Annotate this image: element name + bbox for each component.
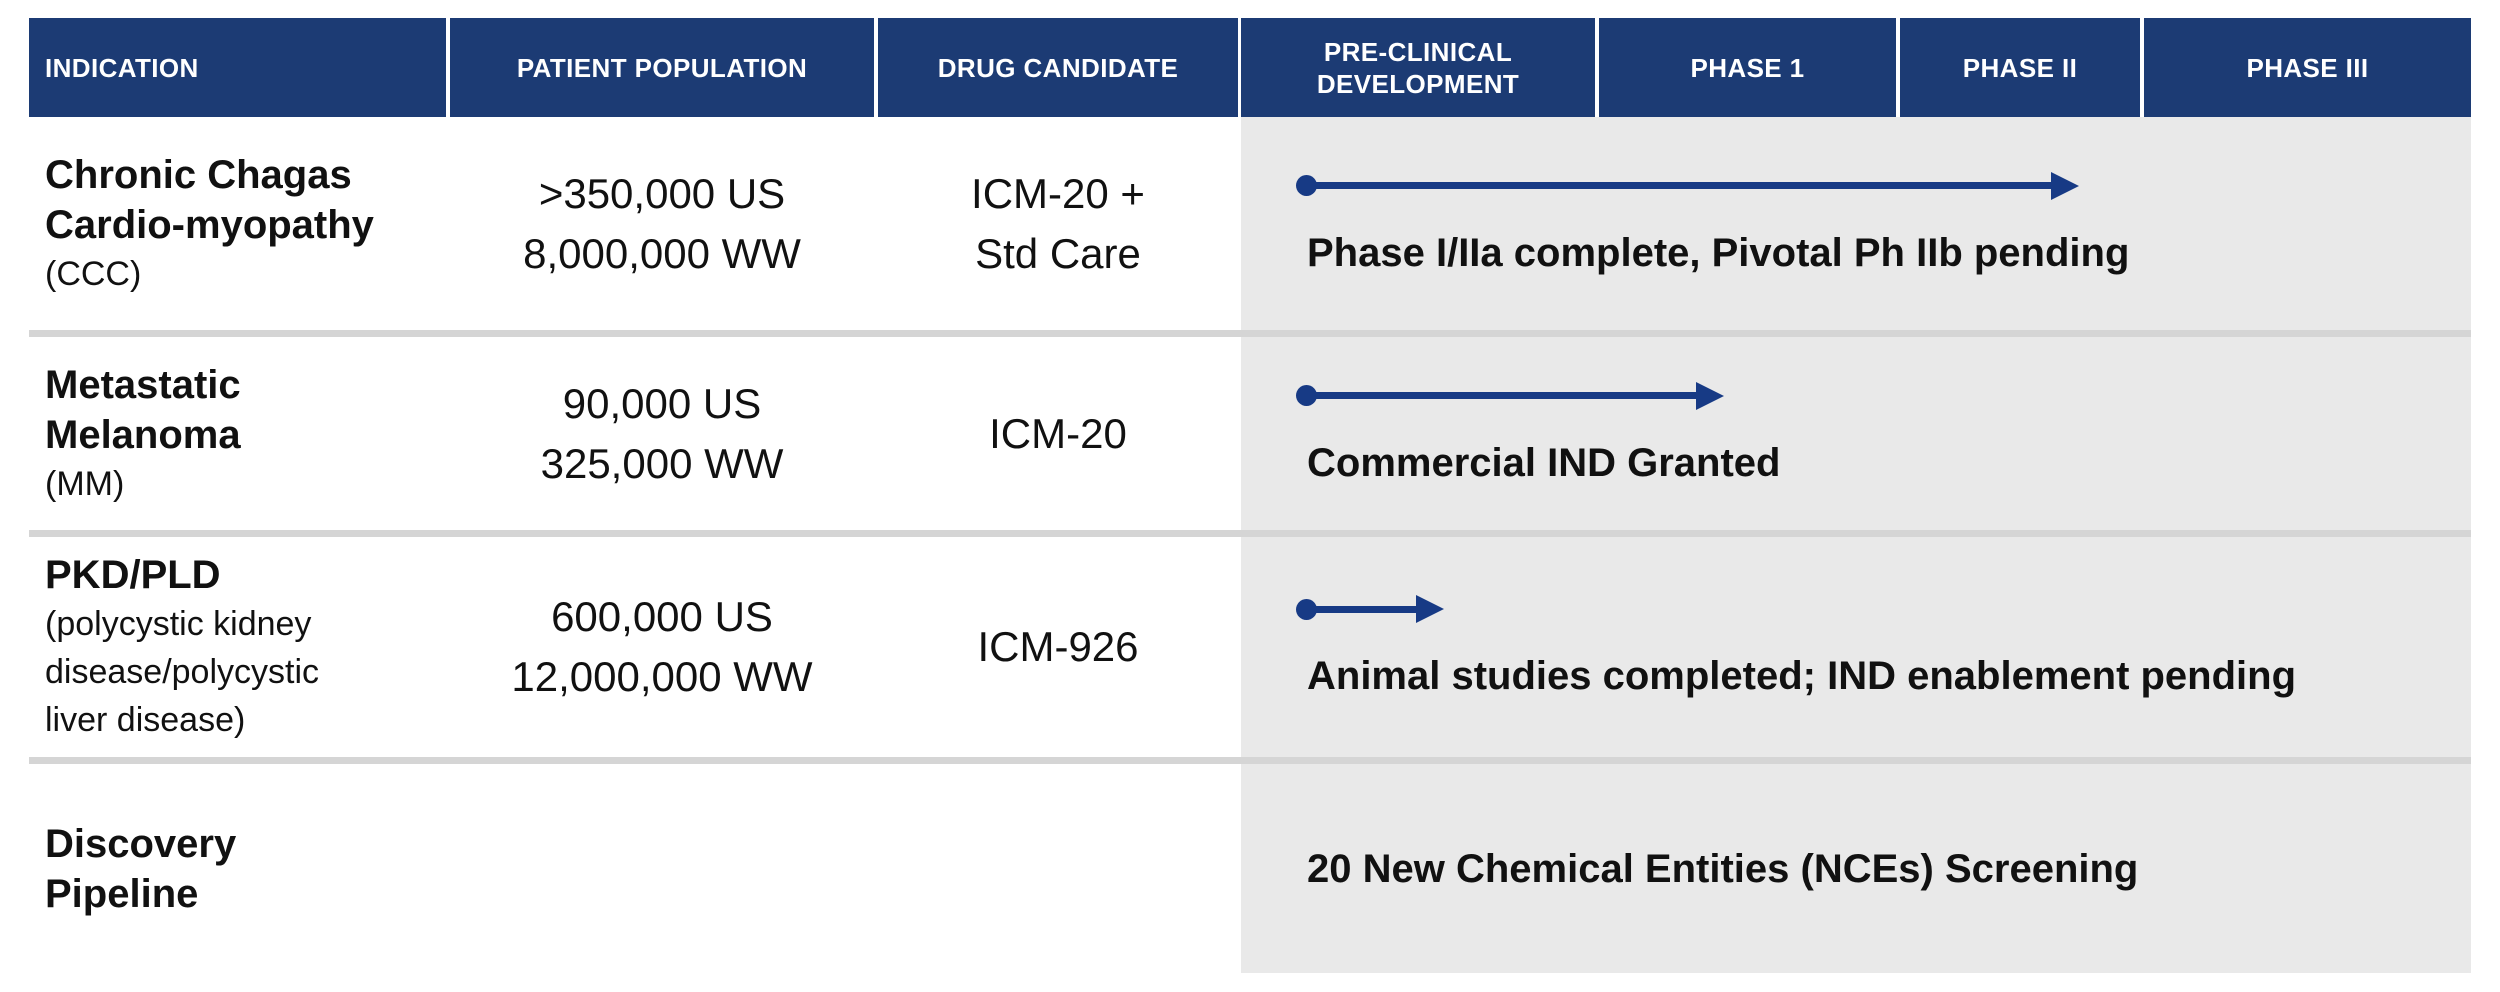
column-header-label: PATIENT POPULATION xyxy=(516,52,808,83)
timeline-cell: Commercial IND Granted xyxy=(1241,337,2471,530)
indication-description: disease/polycystic xyxy=(45,653,320,691)
population-ww: 8,000,000 WW xyxy=(523,229,801,277)
row-divider xyxy=(29,530,2471,537)
arrowhead-icon xyxy=(1696,381,1724,410)
progress-arrow xyxy=(1296,381,1724,410)
arrow-shaft xyxy=(1314,392,1696,399)
drug-candidate-cell: ICM-926 xyxy=(878,537,1238,757)
arrowhead-icon xyxy=(2051,171,2079,200)
timeline-status: Commercial IND Granted xyxy=(1307,440,1781,485)
drug-candidate-name: ICM-20 + xyxy=(971,169,1145,217)
timeline-status: Phase I/IIa complete, Pivotal Ph IIb pen… xyxy=(1307,230,2130,275)
drug-candidate-cell: ICM-20 + Std Care xyxy=(878,117,1238,330)
timeline-cell: Animal studies completed; IND enablement… xyxy=(1241,537,2471,757)
clinical-stage-panel xyxy=(1241,117,2471,973)
indication-description: liver disease) xyxy=(45,701,246,739)
indication-cell-mm: Metastatic Melanoma (MM) xyxy=(29,337,446,530)
drug-candidate-name: Std Care xyxy=(975,229,1141,277)
column-header-label: PHASE 1 xyxy=(1690,52,1805,83)
column-header-indication: INDICATION xyxy=(29,18,446,117)
indication-title: PKD/PLD xyxy=(45,553,221,597)
drug-candidate-name: ICM-20 xyxy=(989,409,1127,457)
population-ww: 12,000,000 WW xyxy=(511,653,813,700)
arrow-start-dot-icon xyxy=(1296,385,1317,406)
patient-population-cell: >350,000 US 8,000,000 WW xyxy=(450,117,874,330)
timeline-cell: Phase I/IIa complete, Pivotal Ph IIb pen… xyxy=(1241,117,2471,330)
drug-candidate-name: ICM-926 xyxy=(977,623,1139,670)
timeline-cell: 20 New Chemical Entities (NCEs) Screenin… xyxy=(1241,764,2471,973)
patient-population-cell: 90,000 US 325,000 WW xyxy=(450,337,874,530)
column-header-label: INDICATION xyxy=(45,52,199,83)
column-header-phase2: PHASE II xyxy=(1900,18,2140,117)
column-header-label: PHASE II xyxy=(1962,52,2078,83)
indication-title: Metastatic xyxy=(45,362,241,407)
timeline-status: 20 New Chemical Entities (NCEs) Screenin… xyxy=(1307,846,2139,891)
indication-abbreviation: (MM) xyxy=(45,464,125,503)
population-us: 600,000 US xyxy=(551,593,773,640)
column-header-phase3: PHASE III xyxy=(2144,18,2471,117)
indication-cell-ccc: Chronic Chagas Cardio-myopathy (CCC) xyxy=(29,117,446,330)
indication-title: Pipeline xyxy=(45,871,199,916)
timeline-status: Animal studies completed; IND enablement… xyxy=(1307,654,2297,698)
arrow-shaft xyxy=(1314,605,1416,613)
column-header-preclinical: PRE-CLINICAL DEVELOPMENT xyxy=(1241,18,1595,117)
column-header-patient-population: PATIENT POPULATION xyxy=(450,18,874,117)
population-us: >350,000 US xyxy=(538,169,786,217)
population-us: 90,000 US xyxy=(562,379,762,427)
progress-arrow xyxy=(1296,595,1444,623)
indication-description: (polycystic kidney xyxy=(45,605,312,643)
column-header-phase1: PHASE 1 xyxy=(1599,18,1896,117)
indication-cell-pkd-pld: PKD/PLD (polycystic kidney disease/polyc… xyxy=(29,537,446,757)
indication-title: Discovery xyxy=(45,821,237,866)
column-header-label: PRE-CLINICAL DEVELOPMENT xyxy=(1316,36,1520,99)
column-header-label: PHASE III xyxy=(2246,52,2369,83)
row-divider xyxy=(29,330,2471,337)
indication-title: Cardio-myopathy xyxy=(45,202,374,247)
row-divider xyxy=(29,757,2471,764)
patient-population-cell: 600,000 US 12,000,000 WW xyxy=(450,537,874,757)
drug-candidate-cell: ICM-20 xyxy=(878,337,1238,530)
indication-abbreviation: (CCC) xyxy=(45,254,142,293)
arrow-shaft xyxy=(1314,182,2051,189)
indication-cell-discovery: Discovery Pipeline xyxy=(29,764,446,973)
indication-title: Chronic Chagas xyxy=(45,152,352,197)
population-ww: 325,000 WW xyxy=(540,439,784,487)
arrow-start-dot-icon xyxy=(1296,598,1317,620)
arrow-start-dot-icon xyxy=(1296,175,1317,196)
arrowhead-icon xyxy=(1416,595,1444,623)
column-header-drug-candidate: DRUG CANDIDATE xyxy=(878,18,1238,117)
column-header-label: DRUG CANDIDATE xyxy=(937,52,1179,83)
indication-title: Melanoma xyxy=(45,412,241,457)
progress-arrow xyxy=(1296,171,2079,200)
